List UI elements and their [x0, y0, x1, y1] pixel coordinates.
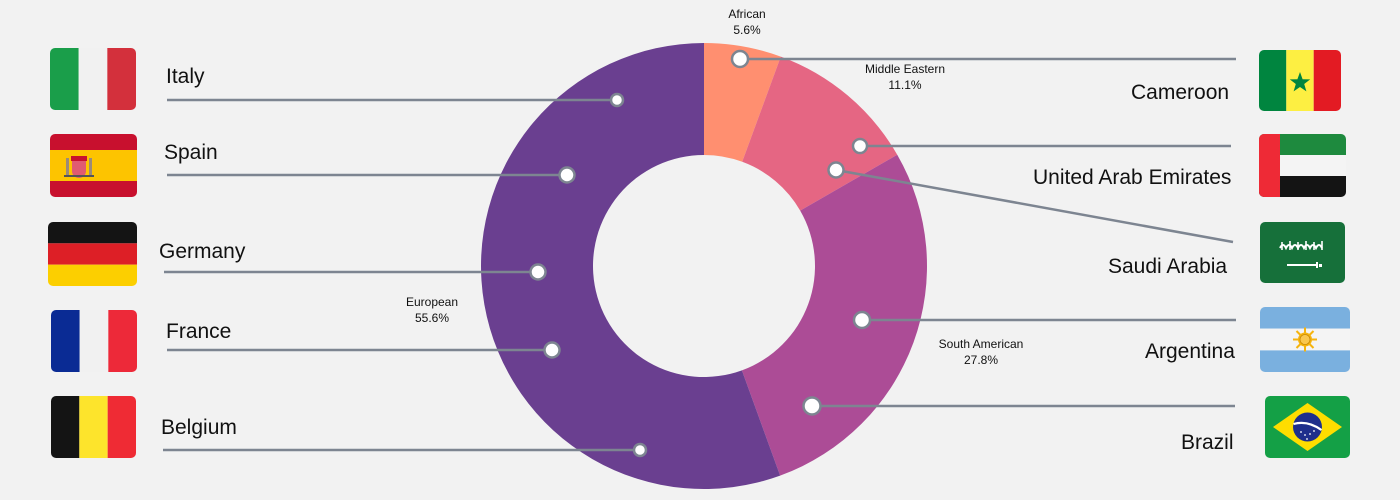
connector-dot-germany: [529, 263, 547, 281]
belgium-flag-icon: [51, 396, 136, 458]
uae-flag-icon: [1259, 134, 1346, 197]
country-label-brazil: Brazil: [1181, 431, 1234, 454]
slice-label-african-pct: 5.6%: [733, 23, 761, 37]
slice-label-african: African 5.6%: [728, 6, 765, 38]
connector-dot-belgium: [632, 442, 648, 458]
argentina-flag-icon: [1260, 307, 1350, 372]
slice-south-american: [741, 154, 927, 476]
connector-line-saudi-arabia: [835, 168, 1234, 244]
brazil-flag-icon: [1265, 396, 1350, 458]
country-label-germany: Germany: [159, 240, 246, 263]
country-label-united-arab-emirates: United Arab Emirates: [1033, 166, 1232, 189]
connector-dot-argentina: [852, 310, 872, 330]
france-flag-icon: [51, 310, 137, 372]
slice-label-european-name: European: [405, 295, 459, 309]
country-label-cameroon: Cameroon: [1131, 81, 1230, 104]
country-label-italy: Italy: [166, 65, 205, 88]
country-label-belgium: Belgium: [161, 416, 237, 439]
slice-label-south-american-pct: 27.8%: [963, 353, 999, 367]
spain-flag-icon: [50, 134, 137, 197]
slice-label-middle-eastern-name: Middle Eastern: [864, 62, 946, 76]
slice-label-european: European 55.6%: [406, 294, 458, 326]
saudi-arabia-flag-icon: [1260, 222, 1345, 283]
country-label-argentina: Argentina: [1145, 340, 1235, 363]
slice-label-middle-eastern-pct: 11.1%: [888, 78, 922, 92]
connector-dot-italy: [609, 92, 625, 108]
slice-label-african-name: African: [728, 7, 766, 21]
slice-african: [704, 43, 781, 162]
slice-label-south-american: South American 27.8%: [939, 336, 1024, 368]
slice-label-south-american-name: South American: [938, 337, 1024, 351]
italy-flag-icon: [50, 48, 136, 110]
slice-label-european-pct: 55.6%: [414, 311, 450, 325]
slice-european: [481, 43, 781, 489]
slice-middle-eastern: [742, 56, 898, 211]
connector-dot-cameroon: [730, 49, 750, 69]
country-label-france: France: [166, 320, 232, 343]
country-label-spain: Spain: [164, 141, 218, 164]
germany-flag-icon: [48, 222, 137, 286]
connector-dot-spain: [558, 166, 576, 184]
senegal-flag-icon: [1259, 50, 1341, 111]
country-label-saudi-arabia: Saudi Arabia: [1108, 255, 1228, 278]
connector-dot-saudi-arabia: [827, 161, 845, 179]
connector-dot-brazil: [802, 396, 822, 416]
slice-label-middle-eastern: Middle Eastern 11.1%: [865, 61, 945, 93]
connector-dot-france: [543, 341, 561, 359]
connector-dot-united-arab-emirates: [851, 137, 869, 155]
